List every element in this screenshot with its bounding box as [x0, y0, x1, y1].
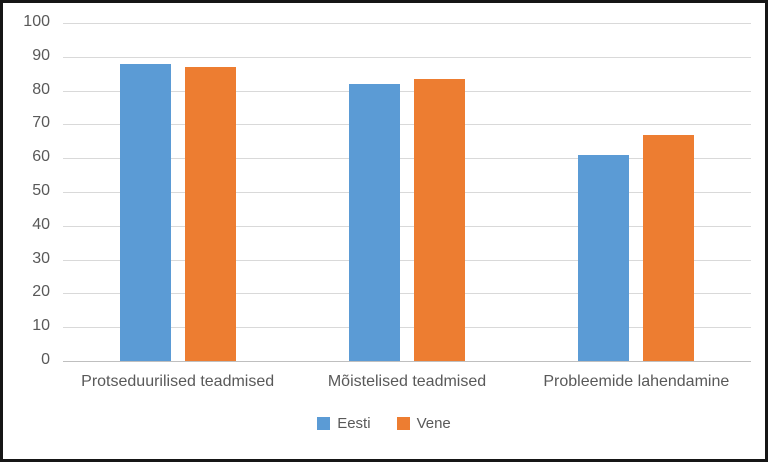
y-tick-label: 0: [41, 351, 50, 369]
bar-group: [292, 23, 521, 361]
bar-vene: [184, 66, 236, 361]
legend-swatch-icon: [317, 417, 331, 430]
y-tick-label: 90: [32, 46, 50, 64]
bar-eesti: [348, 83, 400, 361]
gridline: [63, 158, 751, 160]
legend-swatch-icon: [396, 417, 410, 430]
gridline: [63, 293, 751, 295]
bar-vene: [413, 78, 465, 361]
y-tick-label: 40: [32, 215, 50, 233]
x-category-label: Probleemide lahendamine: [543, 373, 730, 390]
gridline: [63, 327, 751, 329]
x-axis-line: [63, 361, 751, 362]
y-tick-label: 80: [32, 80, 50, 98]
gridline: [63, 23, 751, 24]
bar-eesti: [578, 154, 630, 361]
y-tick-label: 100: [23, 13, 50, 31]
y-axis: 100 90 80 70 60 50 40 30 20 10 0: [3, 14, 63, 368]
y-tick-label: 30: [32, 249, 50, 267]
legend: Eesti Vene: [3, 415, 765, 432]
gridline: [63, 259, 751, 261]
gridline: [63, 124, 751, 126]
legend-label: Vene: [416, 415, 451, 432]
y-tick-label: 20: [32, 283, 50, 301]
bar-groups: [63, 23, 751, 361]
legend-item-vene: Vene: [396, 415, 451, 432]
bar-eesti: [119, 63, 171, 361]
plot-area: [63, 23, 751, 362]
y-tick-label: 70: [32, 114, 50, 132]
x-category-label: Mõistelised teadmised: [327, 373, 487, 390]
gridline: [63, 192, 751, 193]
y-tick-label: 50: [32, 182, 50, 200]
legend-item-eesti: Eesti: [317, 415, 371, 432]
bar-vene: [643, 134, 695, 361]
y-tick-label: 10: [32, 317, 50, 335]
gridline: [63, 90, 751, 92]
bar-group: [63, 23, 292, 361]
legend-label: Eesti: [337, 415, 371, 432]
chart-area: 100 90 80 70 60 50 40 30 20 10 0: [3, 14, 765, 368]
x-axis-labels: Protseduurilised teadmised Mõistelised te…: [63, 373, 751, 391]
gridline: [63, 225, 751, 227]
y-tick-label: 60: [32, 148, 50, 166]
bar-group: [522, 23, 751, 361]
x-category-label: Protseduurilised teadmised: [81, 373, 275, 390]
gridline: [63, 56, 751, 58]
